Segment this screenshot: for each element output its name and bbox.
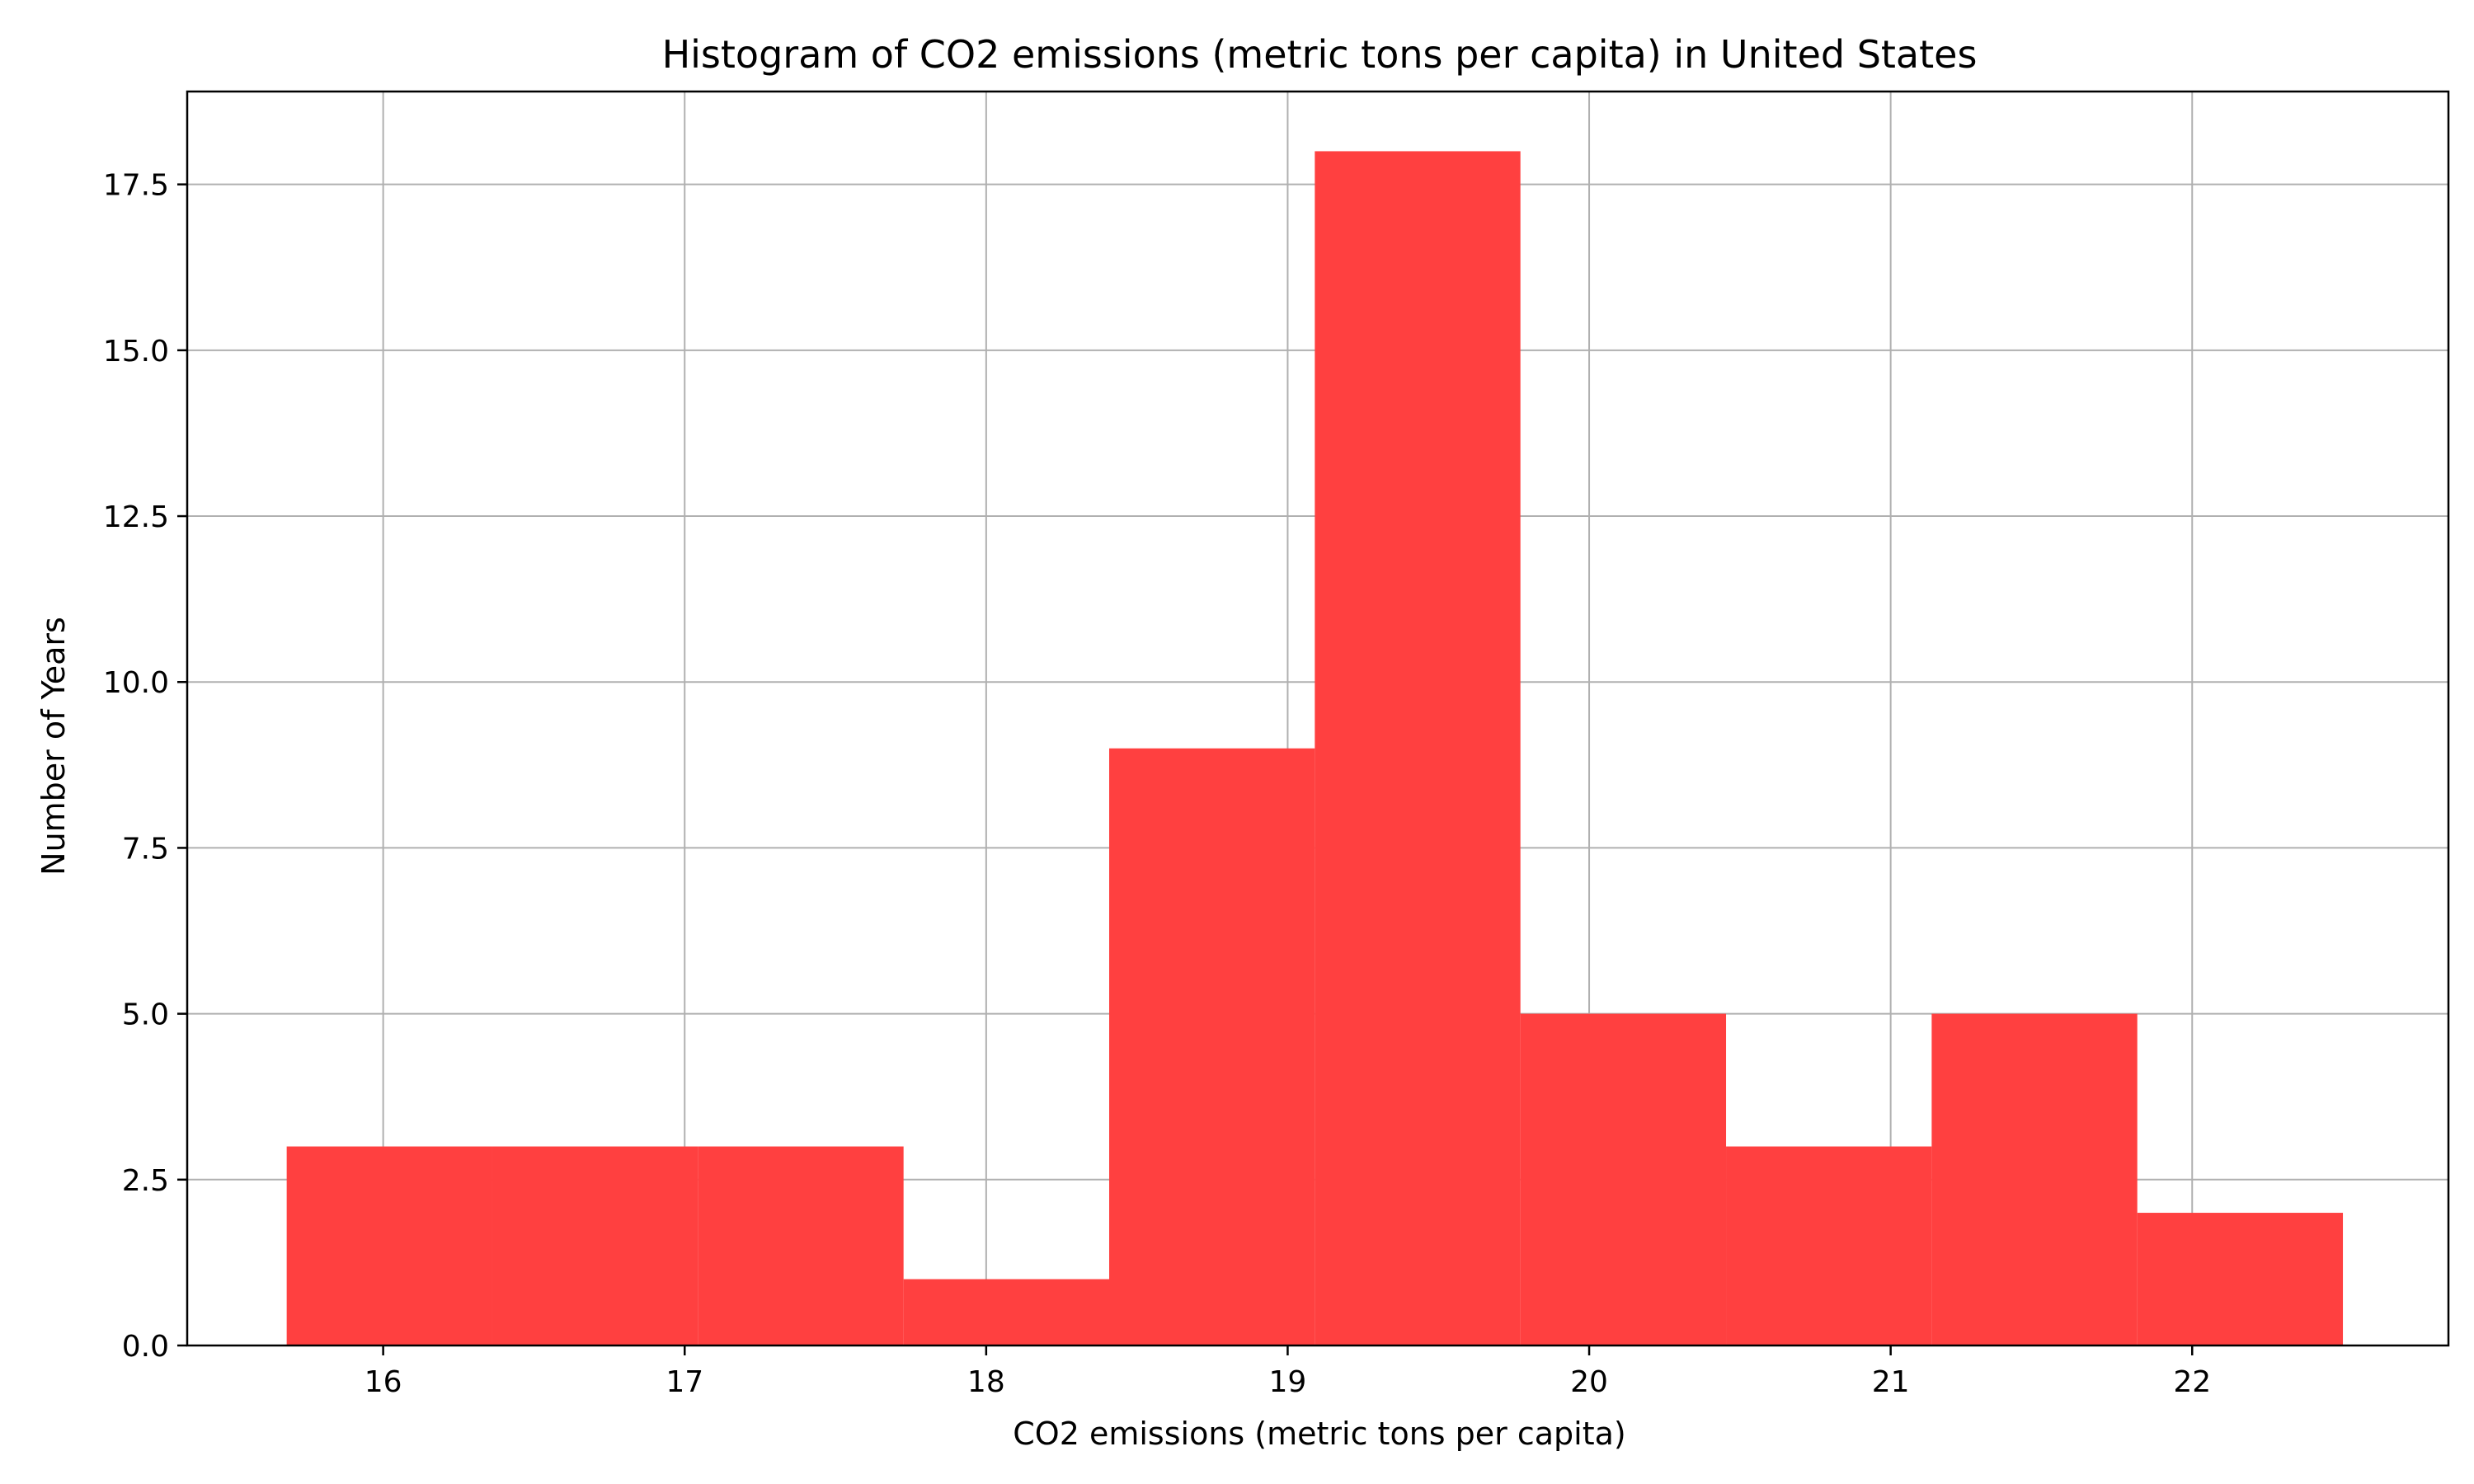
y-tick-label: 5.0	[122, 998, 169, 1032]
x-axis-title: CO2 emissions (metric tons per capita)	[1013, 1416, 1625, 1452]
x-tick-label: 21	[1872, 1365, 1910, 1399]
x-tick-label: 22	[2173, 1365, 2211, 1399]
x-tick-label: 16	[365, 1365, 402, 1399]
histogram-bar	[1931, 1013, 2138, 1345]
x-tick-label: 18	[967, 1365, 1005, 1399]
histogram-bar	[1520, 1013, 1727, 1345]
histogram-bars	[286, 151, 2344, 1345]
x-tick-label: 17	[666, 1365, 703, 1399]
plot-frame	[186, 90, 2450, 1347]
histogram-bar	[698, 1146, 904, 1345]
y-tick-label: 12.5	[103, 500, 169, 534]
histogram-bar	[492, 1146, 698, 1345]
histogram-bar	[1315, 151, 1521, 1345]
x-tick-label: 20	[1570, 1365, 1608, 1399]
y-tick-label: 10.0	[103, 666, 169, 700]
histogram-bar	[903, 1279, 1110, 1345]
y-tick-label: 0.0	[122, 1330, 169, 1364]
y-tick-label: 17.5	[103, 169, 169, 203]
histogram-bar	[1726, 1146, 1932, 1345]
histogram-bar	[1109, 748, 1315, 1345]
y-axis-title: Number of Years	[35, 617, 72, 876]
histogram-bar	[2137, 1213, 2344, 1345]
y-axis-ticks: 0.0 2.5 5.0 7.5 10.0 12.5 15.0 17.5	[103, 169, 187, 1364]
y-tick-label: 2.5	[122, 1164, 169, 1198]
y-tick-label: 7.5	[122, 832, 169, 866]
x-tick-label: 19	[1269, 1365, 1307, 1399]
histogram-bar	[286, 1146, 492, 1345]
x-axis-ticks: 16 17 18 19 20 21 22	[365, 1345, 2211, 1399]
y-tick-label: 15.0	[103, 335, 169, 369]
chart-title: Histogram of CO2 emissions (metric tons …	[662, 32, 1978, 77]
